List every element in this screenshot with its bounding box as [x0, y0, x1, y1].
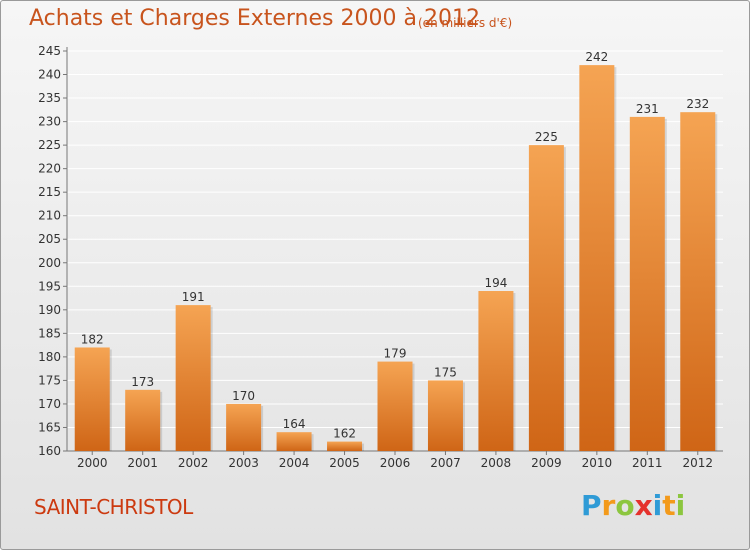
logo-letter: i: [652, 489, 663, 522]
x-tick-label: 2005: [329, 456, 360, 470]
x-tick-label: 2011: [632, 456, 663, 470]
bar: [125, 389, 161, 451]
x-tick-label: 2004: [279, 456, 310, 470]
x-tick-label: 2007: [430, 456, 461, 470]
x-tick-label: 2003: [228, 456, 259, 470]
x-tick-label: 2008: [481, 456, 512, 470]
proxiti-logo: Proxiti: [581, 489, 685, 522]
bar: [528, 145, 564, 451]
x-tick-label: 2012: [682, 456, 713, 470]
data-label: 175: [434, 365, 457, 379]
y-tick-label: 165: [38, 420, 61, 434]
y-tick-label: 230: [38, 115, 61, 129]
logo-letter: i: [675, 489, 686, 522]
data-label: 182: [81, 332, 104, 346]
bar: [226, 403, 262, 451]
y-tick-label: 170: [38, 397, 61, 411]
y-tick-label: 225: [38, 138, 61, 152]
commune-name: SAINT-CHRISTOL: [34, 495, 193, 519]
bar: [377, 361, 413, 451]
y-tick-label: 245: [38, 44, 61, 58]
y-tick-label: 205: [38, 232, 61, 246]
data-label: 170: [232, 389, 255, 403]
bar: [478, 291, 514, 451]
bar: [276, 432, 312, 451]
data-label: 194: [484, 276, 507, 290]
y-tick-label: 210: [38, 209, 61, 223]
bar: [327, 441, 363, 451]
x-tick-label: 2002: [178, 456, 209, 470]
y-tick-label: 240: [38, 68, 61, 82]
y-tick-label: 235: [38, 91, 61, 105]
logo-letter: t: [662, 489, 676, 522]
x-tick-label: 2006: [380, 456, 411, 470]
logo-letter: x: [634, 489, 653, 522]
x-tick-label: 2001: [127, 456, 158, 470]
data-label: 164: [283, 417, 306, 431]
bar: [629, 116, 665, 451]
data-label: 231: [636, 102, 659, 116]
bar: [175, 305, 211, 451]
y-tick-label: 200: [38, 256, 61, 270]
y-tick-label: 180: [38, 350, 61, 364]
bar: [680, 112, 716, 452]
y-tick-label: 220: [38, 162, 61, 176]
y-tick-label: 160: [38, 444, 61, 458]
logo-letter: r: [601, 489, 616, 522]
x-tick-label: 2010: [582, 456, 613, 470]
logo-letter: o: [615, 489, 635, 522]
y-tick-label: 175: [38, 373, 61, 387]
logo-letter: P: [581, 489, 602, 522]
y-tick-label: 185: [38, 326, 61, 340]
chart-title: Achats et Charges Externes 2000 à 2012: [29, 6, 480, 31]
data-label: 225: [535, 130, 558, 144]
x-tick-label: 2009: [531, 456, 562, 470]
data-label: 191: [182, 290, 205, 304]
bar: [74, 347, 110, 451]
y-tick-label: 215: [38, 185, 61, 199]
y-tick-label: 190: [38, 303, 61, 317]
data-label: 232: [686, 97, 709, 111]
data-label: 179: [384, 347, 407, 361]
bar: [579, 65, 615, 451]
chart-subtitle: (en milliers d'€): [418, 16, 513, 30]
data-label: 173: [131, 375, 154, 389]
y-tick-label: 195: [38, 279, 61, 293]
bar: [427, 380, 463, 451]
data-label: 162: [333, 427, 356, 441]
x-tick-label: 2000: [77, 456, 108, 470]
data-label: 242: [585, 50, 608, 64]
